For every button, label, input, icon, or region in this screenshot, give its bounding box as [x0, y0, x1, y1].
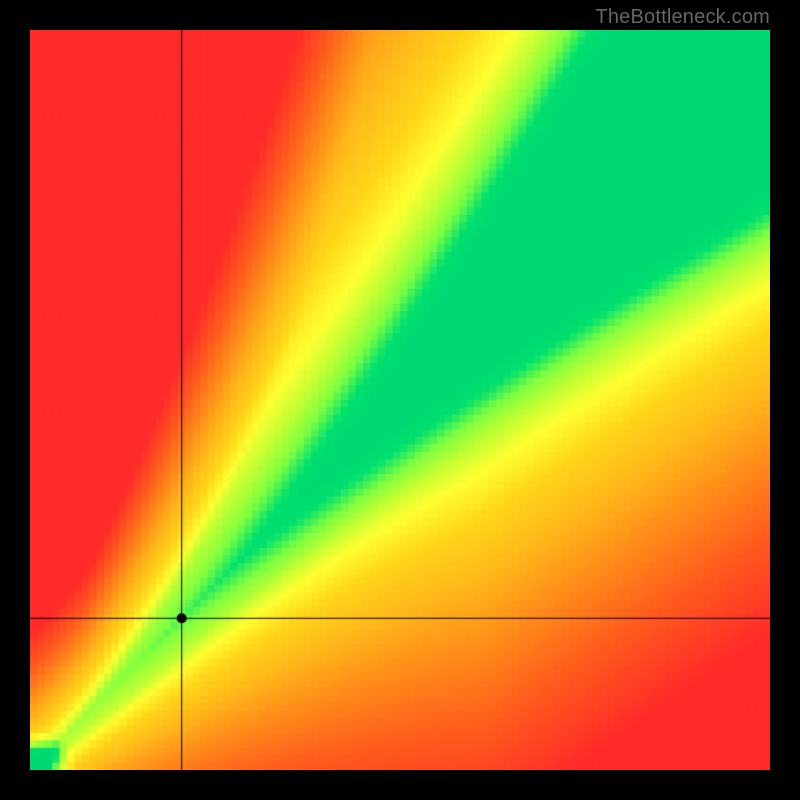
watermark-text: TheBottleneck.com: [595, 6, 770, 29]
bottleneck-heatmap: [30, 30, 770, 770]
